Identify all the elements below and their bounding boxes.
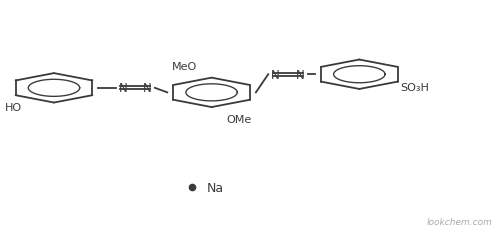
- Text: SO₃H: SO₃H: [400, 83, 429, 93]
- Text: Na: Na: [206, 181, 224, 194]
- Text: MeO: MeO: [172, 61, 197, 71]
- Text: HO: HO: [4, 103, 21, 112]
- Text: lookchem.com: lookchem.com: [426, 217, 492, 226]
- Text: N: N: [118, 82, 128, 95]
- Text: N: N: [271, 68, 280, 81]
- Text: OMe: OMe: [226, 115, 252, 125]
- Text: N: N: [296, 68, 304, 81]
- Text: N: N: [143, 82, 152, 95]
